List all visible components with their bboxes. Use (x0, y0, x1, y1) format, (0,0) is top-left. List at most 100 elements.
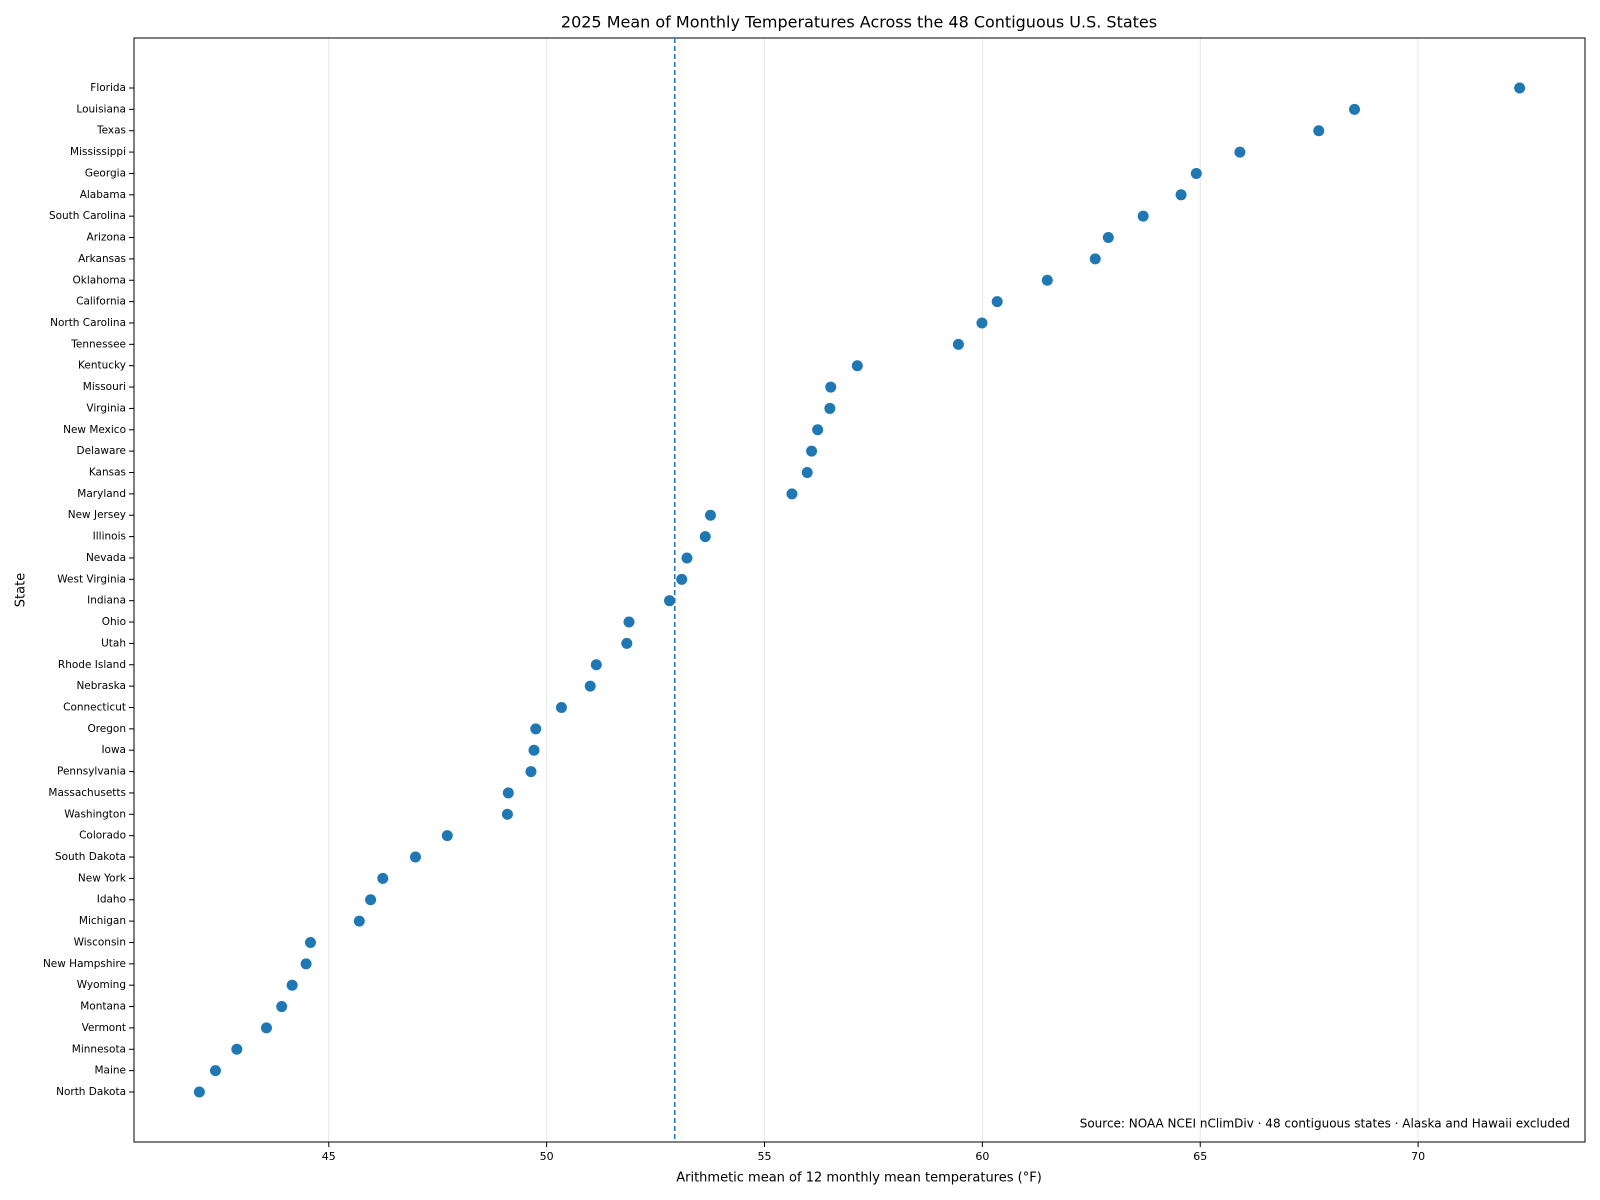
dot (1137, 210, 1149, 222)
dot (1190, 167, 1202, 179)
y-tick-label: Alabama (80, 189, 126, 201)
dot (851, 360, 863, 372)
y-tick-label: Rhode Island (58, 659, 126, 671)
y-tick-label: Florida (90, 82, 126, 94)
x-tick-label: 55 (758, 1150, 772, 1163)
dot (824, 402, 836, 414)
x-tick-label: 50 (540, 1150, 554, 1163)
dot (623, 616, 635, 628)
dot (1041, 274, 1053, 286)
dot (377, 872, 389, 884)
dot (786, 488, 798, 500)
dot (441, 830, 453, 842)
y-tick-label: Texas (96, 125, 126, 137)
y-tick-label: Louisiana (76, 103, 126, 115)
y-tick-label: Virginia (86, 402, 126, 414)
y-tick-label: Illinois (93, 531, 126, 543)
dot (525, 766, 537, 778)
x-tick-label: 45 (322, 1150, 336, 1163)
dot (530, 723, 542, 735)
y-tick-label: Arizona (87, 232, 126, 244)
y-tick-label: Oregon (87, 723, 126, 735)
plot-frame (133, 37, 1586, 1143)
dot (976, 317, 988, 329)
y-tick-label: Minnesota (72, 1043, 126, 1055)
dot (621, 637, 633, 649)
dot (1313, 125, 1325, 137)
y-tick-label: Ohio (102, 616, 126, 628)
dot (681, 552, 693, 564)
dot (1102, 232, 1114, 244)
dot (304, 936, 316, 948)
y-tick-label: South Dakota (55, 851, 126, 863)
chart-title: 2025 Mean of Monthly Temperatures Across… (561, 13, 1157, 32)
y-tick-label: Vermont (82, 1022, 126, 1034)
dot (590, 659, 602, 671)
dot (502, 787, 514, 799)
y-tick-label: Colorado (79, 830, 126, 842)
y-tick-label: New York (78, 872, 127, 884)
dot (806, 445, 818, 457)
dot (501, 808, 513, 820)
y-tick-label: Georgia (85, 167, 126, 179)
y-tick-label: Mississippi (70, 146, 126, 158)
y-tick-label: Maryland (77, 488, 126, 500)
y-tick-label: Connecticut (63, 701, 126, 713)
x-axis-label: Arithmetic mean of 12 monthly mean tempe… (676, 1171, 1042, 1186)
y-tick-label: New Jersey (68, 509, 126, 521)
annotation: Source: NOAA NCEI nClimDiv · 48 contiguo… (1080, 1117, 1570, 1131)
y-tick-label: Wisconsin (74, 936, 126, 948)
dot (801, 467, 813, 479)
dot (704, 509, 716, 521)
dot (584, 680, 596, 692)
dot (300, 958, 312, 970)
dot (353, 915, 365, 927)
dot (276, 1001, 288, 1013)
y-tick-label: Maine (94, 1065, 126, 1077)
y-tick-label: Iowa (101, 744, 126, 756)
y-tick-label: Tennessee (70, 338, 126, 350)
y-tick-label: Pennsylvania (57, 766, 126, 778)
y-tick-label: New Mexico (63, 424, 126, 436)
y-tick-label: Indiana (87, 595, 126, 607)
dot (676, 573, 688, 585)
dot (825, 381, 837, 393)
dot (1348, 103, 1360, 115)
y-tick-label: Oklahoma (73, 274, 126, 286)
y-tick-label: Kansas (89, 467, 126, 479)
dot (952, 338, 964, 350)
dot (664, 595, 676, 607)
dot (286, 979, 298, 991)
dot (1234, 146, 1246, 158)
y-tick-label: New Hampshire (43, 958, 126, 970)
y-tick-label: Utah (101, 637, 126, 649)
y-tick-label: Washington (64, 808, 126, 820)
y-tick-label: North Dakota (56, 1086, 126, 1098)
y-axis-label: State (14, 573, 29, 607)
y-tick-label: Wyoming (77, 979, 126, 991)
dot (260, 1022, 272, 1034)
dot (1089, 253, 1101, 265)
y-tick-label: Montana (80, 1001, 126, 1013)
y-tick-label: Nebraska (76, 680, 126, 692)
x-tick-label: 60 (975, 1150, 989, 1163)
y-tick-label: Missouri (83, 381, 126, 393)
y-tick-label: Massachusetts (48, 787, 126, 799)
dot (1514, 82, 1526, 94)
dot (365, 894, 377, 906)
dot (1175, 189, 1187, 201)
dot (209, 1065, 221, 1077)
x-tick-label: 70 (1411, 1150, 1425, 1163)
dot (193, 1086, 205, 1098)
dot (699, 531, 711, 543)
dot (991, 296, 1003, 308)
y-tick-label: Kentucky (78, 360, 126, 372)
y-tick-label: Michigan (79, 915, 126, 927)
y-tick-label: California (76, 296, 126, 308)
dot (409, 851, 421, 863)
dot (528, 744, 540, 756)
y-tick-label: Nevada (86, 552, 126, 564)
y-tick-label: West Virginia (57, 573, 126, 585)
